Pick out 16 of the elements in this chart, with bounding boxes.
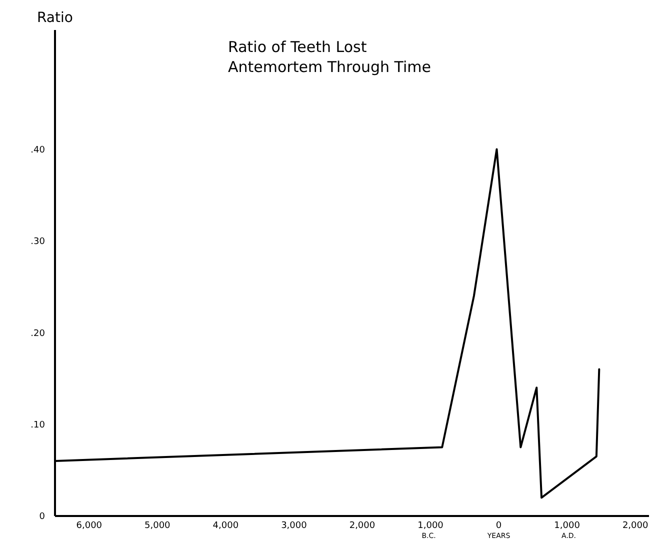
y-axis-title: Ratio (37, 10, 73, 26)
y-tick-label: .20 (30, 328, 46, 339)
x-tick-label: 5,000 (144, 521, 171, 531)
x-tick-label: 2,000 (622, 521, 648, 531)
x-tick-label: 1,000 (418, 521, 444, 531)
y-tick-label: .40 (30, 145, 46, 156)
y-tick-label: 0 (39, 512, 46, 522)
y-tick-label: .10 (30, 420, 46, 430)
y-tick-label: .30 (30, 237, 46, 248)
x-tick-label: 1,000 (554, 521, 580, 531)
x-tick-label: 0 (496, 521, 502, 531)
text: Ratio of Teeth Lost Antemortem Through Time (228, 38, 432, 76)
x-tick-label: 3,000 (281, 521, 308, 531)
x-tick-label: 2,000 (349, 521, 376, 531)
x-tick-label: 4,000 (212, 521, 239, 531)
x-tick-label: 6,000 (76, 521, 102, 531)
